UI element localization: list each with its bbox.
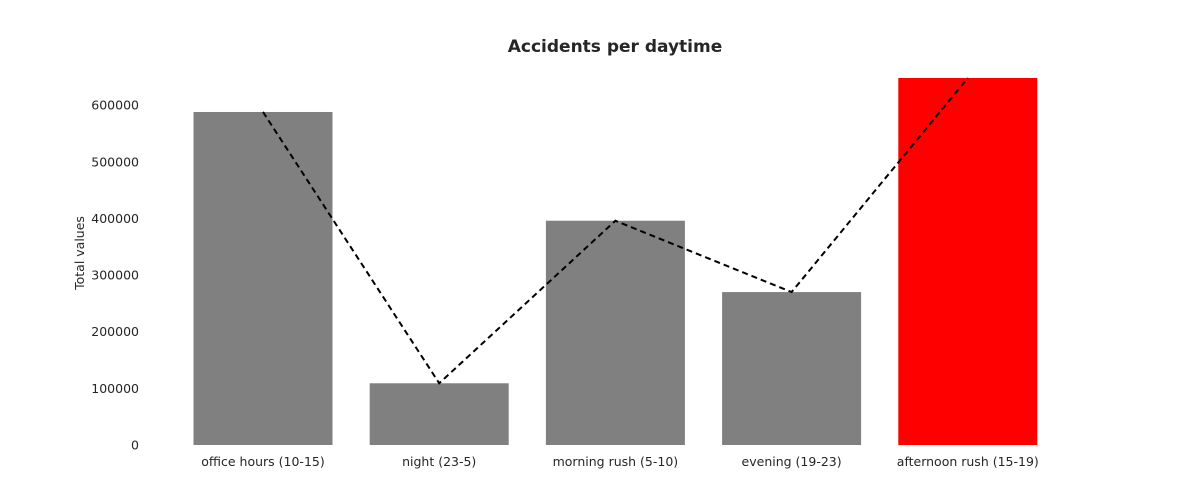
y-tick-label: 500000 [91, 154, 139, 169]
x-tick-label: office hours (10-15) [201, 454, 324, 469]
bar [722, 292, 862, 445]
bar [369, 383, 509, 445]
y-tick-label: 300000 [91, 268, 139, 283]
bars-group [193, 78, 1038, 446]
y-tick-label: 600000 [91, 98, 139, 113]
bar [898, 78, 1038, 445]
y-tick-label: 400000 [91, 211, 139, 226]
y-axis-label: Total values [72, 216, 87, 291]
x-axis-ticks: office hours (10-15) night (23-5) morning … [201, 454, 1039, 469]
trend-line-group [262, 77, 969, 385]
x-tick-label: morning rush (5-10) [553, 454, 679, 469]
y-tick-label: 0 [131, 438, 139, 453]
y-tick-label: 200000 [91, 324, 139, 339]
bar [545, 220, 685, 445]
bar [193, 111, 333, 446]
x-tick-label: evening (19-23) [742, 454, 842, 469]
trend-line [262, 77, 969, 385]
x-tick-label: night (23-5) [402, 454, 476, 469]
x-tick-label: afternoon rush (15-19) [897, 454, 1039, 469]
y-axis-ticks: 0 100000 200000 300000 400000 500000 600000 [91, 98, 139, 453]
chart-title: Accidents per daytime [508, 37, 723, 57]
y-tick-label: 100000 [91, 381, 139, 396]
